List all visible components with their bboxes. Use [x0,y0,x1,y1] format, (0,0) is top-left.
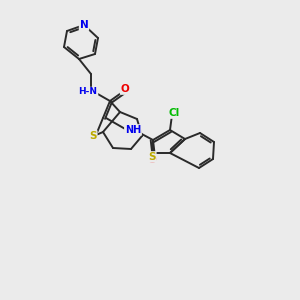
Text: S: S [89,131,97,141]
Text: NH: NH [125,125,141,135]
Text: N: N [80,20,88,30]
Text: H-N: H-N [79,88,98,97]
Text: O: O [148,155,156,165]
Text: S: S [148,152,156,162]
Text: O: O [121,84,129,94]
Text: Cl: Cl [168,108,180,118]
